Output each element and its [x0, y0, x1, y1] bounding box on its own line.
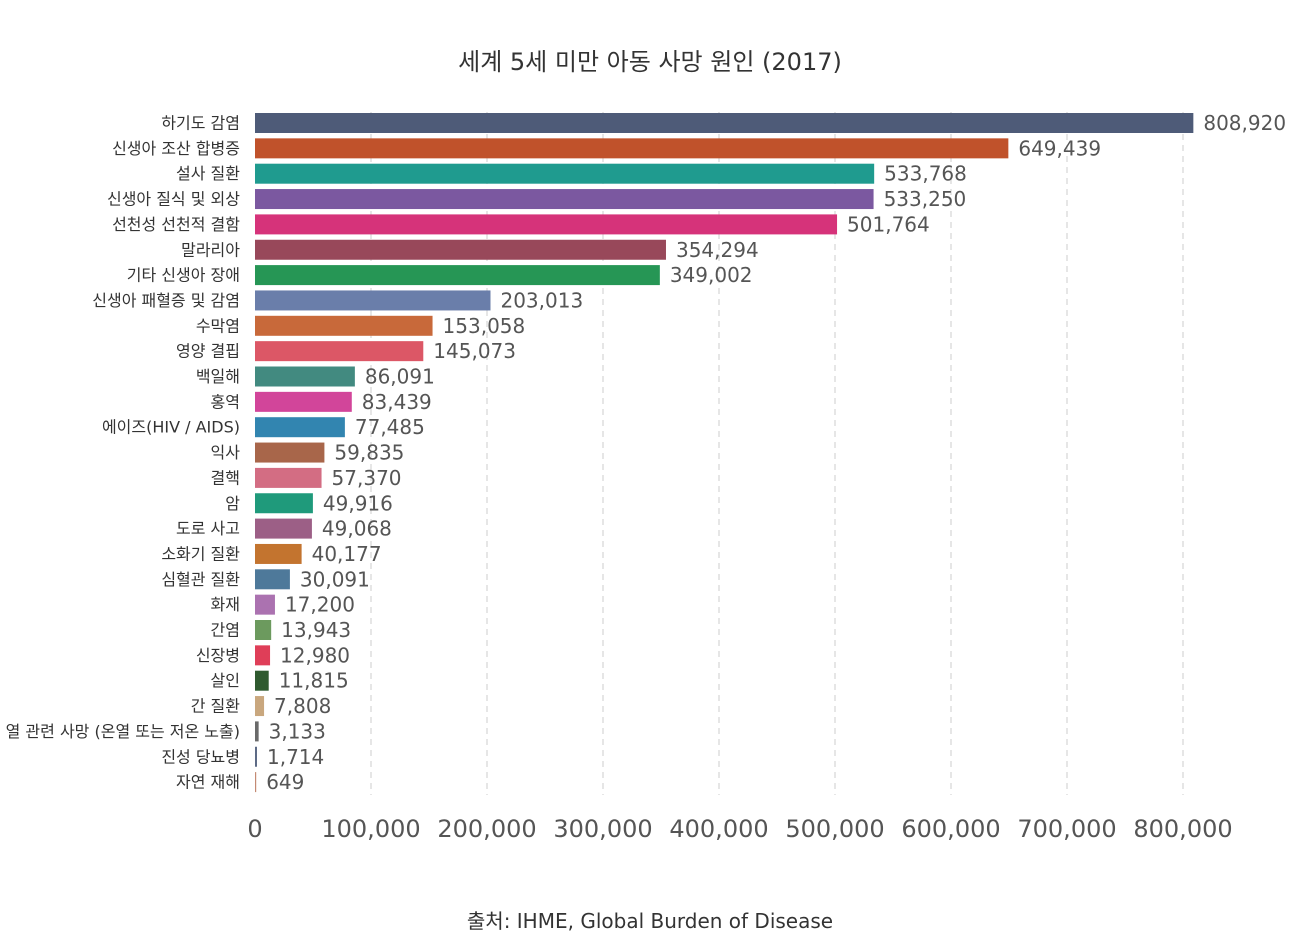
bar — [255, 315, 433, 336]
value-label: 501,764 — [847, 212, 930, 236]
category-label: 진성 당뇨병 — [161, 747, 240, 766]
x-tick-label: 100,000 — [321, 815, 420, 843]
category-label: 도로 사고 — [176, 519, 240, 538]
value-label: 533,768 — [884, 162, 967, 186]
category-label: 암 — [225, 494, 240, 513]
value-label: 49,068 — [322, 517, 392, 541]
category-label: 화재 — [211, 595, 240, 614]
bar — [255, 594, 275, 615]
bar — [255, 620, 272, 640]
category-label: 에이즈(HIV / AIDS) — [102, 418, 240, 437]
value-label: 145,073 — [433, 339, 516, 363]
value-label: 349,002 — [670, 263, 753, 287]
x-tick-label: 500,000 — [785, 815, 884, 843]
bar — [255, 290, 491, 311]
value-label: 533,250 — [884, 187, 967, 211]
category-label: 살인 — [211, 671, 240, 690]
bar — [255, 746, 257, 767]
source-note: 출처: IHME, Global Burden of Disease — [466, 909, 834, 933]
x-tick-label: 0 — [247, 815, 262, 843]
bar — [255, 493, 313, 514]
value-label: 3,133 — [269, 719, 326, 743]
x-axis-tick-labels: 0 100,000 200,000 300,000 400,000 500,000 600,… — [247, 815, 1232, 843]
bar — [255, 189, 874, 210]
value-label: 153,058 — [443, 314, 526, 338]
value-label: 77,485 — [355, 415, 425, 439]
category-label: 설사 질환 — [176, 164, 240, 183]
x-tick-label: 700,000 — [1017, 815, 1116, 843]
bar — [255, 391, 352, 412]
value-label: 40,177 — [312, 542, 382, 566]
value-label: 203,013 — [500, 288, 583, 312]
category-label: 홍역 — [211, 392, 240, 411]
category-label: 신장병 — [196, 646, 240, 665]
category-label: 영양 결핍 — [176, 342, 240, 361]
category-label: 말라리아 — [181, 240, 240, 259]
value-label: 1,714 — [267, 745, 324, 769]
bar — [255, 569, 290, 590]
value-label: 83,439 — [362, 390, 432, 414]
x-tick-label: 200,000 — [437, 815, 536, 843]
x-tick-label: 300,000 — [553, 815, 652, 843]
bar — [255, 696, 265, 717]
category-label: 열 관련 사망 (온열 또는 저온 노출) — [6, 722, 240, 741]
bar — [255, 138, 1009, 159]
x-tick-label: 800,000 — [1133, 815, 1232, 843]
value-label: 649,439 — [1018, 136, 1101, 160]
bar — [255, 772, 257, 793]
category-label: 수막염 — [196, 316, 240, 335]
value-label: 649 — [266, 770, 304, 794]
bars — [255, 113, 1194, 793]
category-label: 선천성 선천적 결함 — [112, 215, 240, 234]
category-label: 결핵 — [211, 468, 240, 487]
value-label: 7,808 — [274, 694, 331, 718]
bar — [255, 543, 302, 564]
x-tick-label: 600,000 — [901, 815, 1000, 843]
bar — [255, 239, 666, 260]
chart-title: 세계 5세 미만 아동 사망 원인 (2017) — [458, 48, 842, 76]
bar — [255, 366, 355, 387]
category-label: 간 질환 — [191, 697, 241, 716]
bar — [255, 670, 269, 691]
bar — [255, 417, 345, 438]
value-label: 49,916 — [323, 491, 393, 515]
value-label: 12,980 — [280, 643, 350, 667]
category-label: 신생아 질식 및 외상 — [107, 190, 240, 209]
x-tick-label: 400,000 — [669, 815, 768, 843]
category-label: 신생아 조산 합병증 — [112, 139, 240, 158]
value-label: 17,200 — [285, 593, 355, 617]
bar — [255, 467, 322, 488]
category-label: 하기도 감염 — [161, 114, 240, 133]
bar — [255, 214, 838, 235]
bar — [255, 442, 325, 463]
category-label: 기타 신생아 장애 — [127, 266, 240, 285]
value-label: 808,920 — [1203, 111, 1286, 135]
bar — [255, 163, 875, 184]
value-label: 13,943 — [281, 618, 351, 642]
category-label: 심혈관 질환 — [161, 570, 240, 589]
value-label: 30,091 — [300, 567, 370, 591]
category-label: 익사 — [211, 443, 241, 462]
bar — [255, 341, 424, 362]
category-label: 백일해 — [196, 367, 240, 386]
bar — [255, 265, 660, 286]
category-label: 신생아 패혈증 및 감염 — [92, 291, 240, 310]
value-label: 11,815 — [279, 669, 349, 693]
category-label: 소화기 질환 — [161, 544, 240, 563]
bar — [255, 113, 1194, 133]
value-label: 86,091 — [365, 365, 435, 389]
bar — [255, 518, 312, 539]
bar — [255, 645, 271, 666]
bar — [255, 721, 259, 742]
value-label: 57,370 — [332, 466, 402, 490]
category-label: 간염 — [211, 621, 240, 640]
category-label: 자연 재해 — [176, 773, 240, 792]
value-label: 354,294 — [676, 238, 759, 262]
value-label: 59,835 — [334, 441, 404, 465]
